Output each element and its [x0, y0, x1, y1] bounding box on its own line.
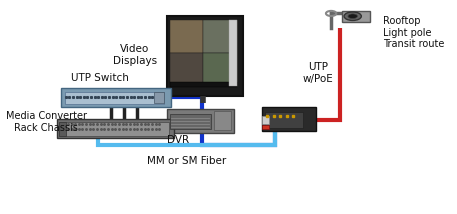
Bar: [265, 112, 303, 128]
Bar: [262, 116, 269, 124]
Circle shape: [344, 12, 361, 21]
Text: DVR: DVR: [167, 135, 189, 145]
Text: UTP Switch: UTP Switch: [71, 73, 129, 83]
Bar: [59, 122, 66, 135]
Text: Media Converter
Rack Chassis: Media Converter Rack Chassis: [6, 111, 87, 133]
Bar: [154, 92, 164, 103]
Bar: [203, 20, 236, 53]
Bar: [170, 20, 237, 86]
Bar: [167, 109, 234, 132]
Bar: [170, 82, 237, 87]
Text: Rooftop
Light pole
Transit route: Rooftop Light pole Transit route: [383, 16, 444, 49]
Bar: [170, 114, 211, 129]
Bar: [170, 54, 203, 86]
Bar: [59, 122, 169, 136]
Bar: [203, 54, 236, 86]
Text: UTP
w/PoE: UTP w/PoE: [303, 62, 334, 84]
Bar: [170, 20, 203, 53]
Bar: [167, 16, 243, 96]
Text: MM or SM Fiber: MM or SM Fiber: [147, 156, 226, 166]
Bar: [214, 111, 231, 130]
Bar: [262, 125, 269, 129]
Bar: [228, 20, 237, 86]
Text: Video
Displays: Video Displays: [113, 44, 157, 66]
Bar: [57, 119, 174, 138]
Bar: [61, 88, 171, 107]
Circle shape: [348, 14, 357, 19]
Bar: [342, 11, 370, 22]
Bar: [64, 92, 164, 104]
Bar: [262, 107, 316, 131]
